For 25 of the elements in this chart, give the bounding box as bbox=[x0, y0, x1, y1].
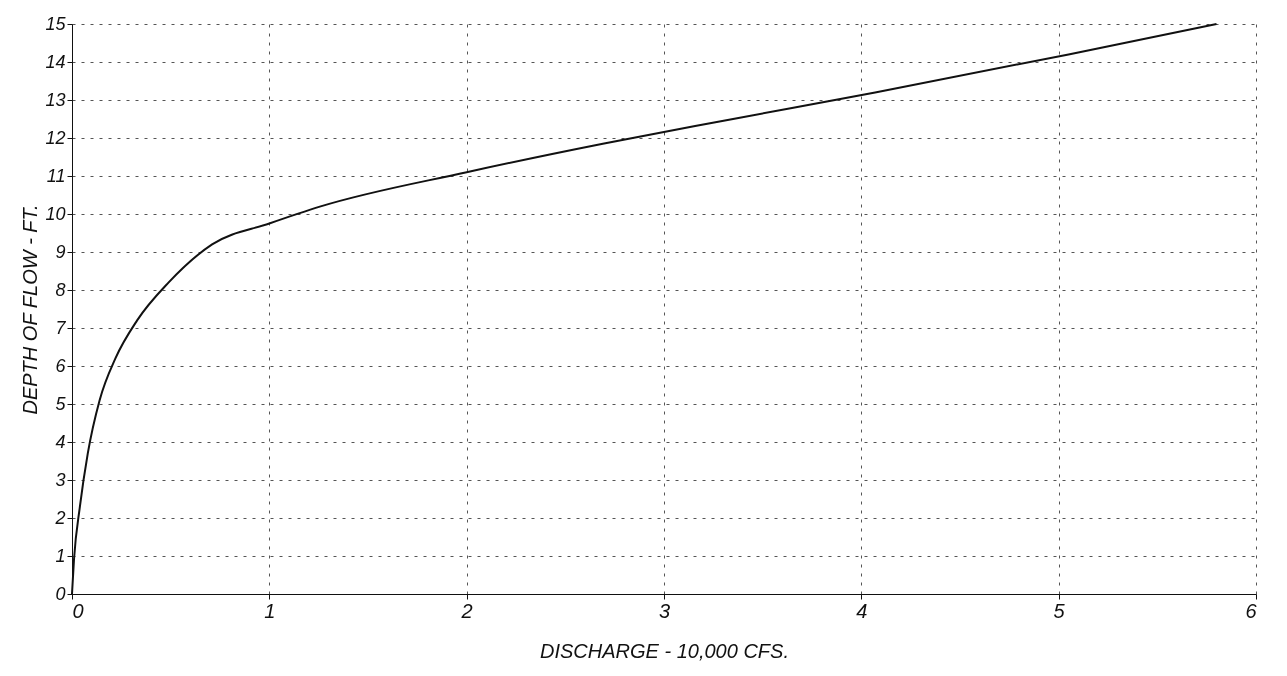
x-tick-label: 6 bbox=[1245, 599, 1258, 622]
y-tick-label: 0 bbox=[55, 583, 66, 604]
y-tick-label: 9 bbox=[55, 241, 66, 262]
x-tick-label: 1 bbox=[264, 599, 276, 622]
y-tick-label: 3 bbox=[55, 469, 66, 490]
y-tick-label: 7 bbox=[55, 317, 67, 338]
y-tick-label: 4 bbox=[55, 431, 66, 452]
x-tick-label: 5 bbox=[1053, 599, 1066, 622]
y-tick-label: 2 bbox=[54, 507, 66, 528]
y-tick-label: 1 bbox=[55, 545, 66, 566]
y-tick-label: 6 bbox=[55, 355, 67, 376]
y-tick-label: 13 bbox=[45, 89, 66, 110]
y-tick-label: 14 bbox=[45, 51, 66, 72]
x-tick-label: 3 bbox=[658, 599, 671, 622]
y-tick-label: 11 bbox=[46, 165, 66, 186]
y-tick-label: 15 bbox=[45, 13, 67, 34]
y-axis-title: DEPTH OF FLOW - FT. bbox=[19, 204, 42, 415]
y-tick-label: 5 bbox=[55, 393, 67, 414]
x-tick-label: 4 bbox=[856, 599, 868, 622]
x-axis-title: DISCHARGE - 10,000 CFS. bbox=[540, 639, 789, 662]
y-tick-label: 12 bbox=[45, 127, 66, 148]
x-tick-label: 0 bbox=[72, 599, 84, 622]
y-tick-label: 8 bbox=[55, 279, 66, 300]
y-tick-label: 10 bbox=[45, 203, 66, 224]
x-tick-label: 2 bbox=[460, 599, 473, 622]
